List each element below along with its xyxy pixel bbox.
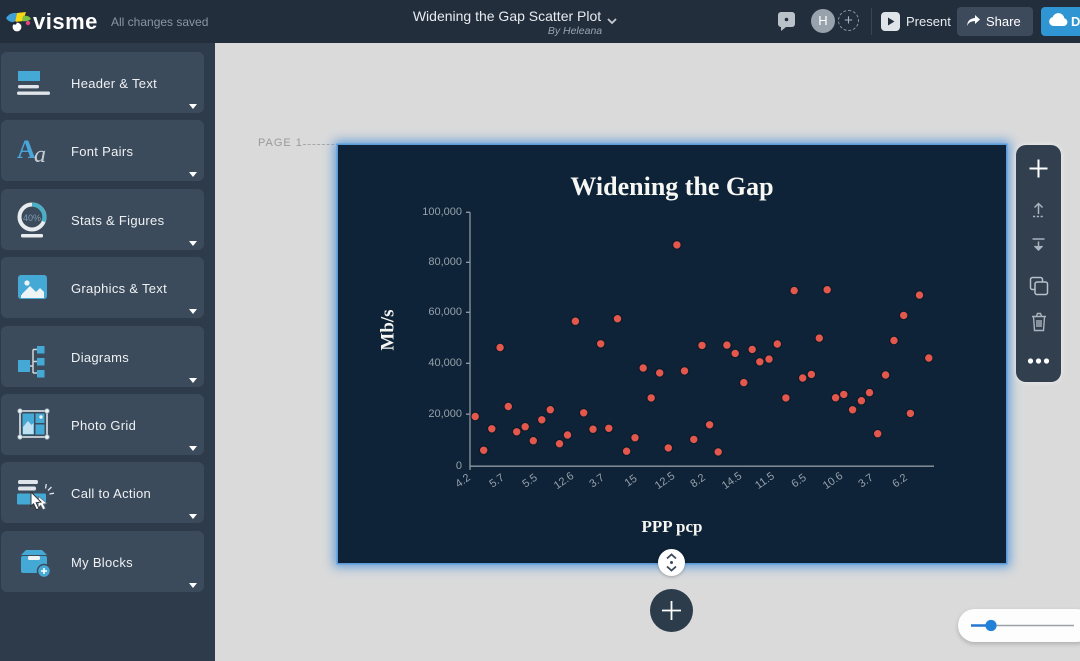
- svg-text:40%: 40%: [23, 213, 41, 223]
